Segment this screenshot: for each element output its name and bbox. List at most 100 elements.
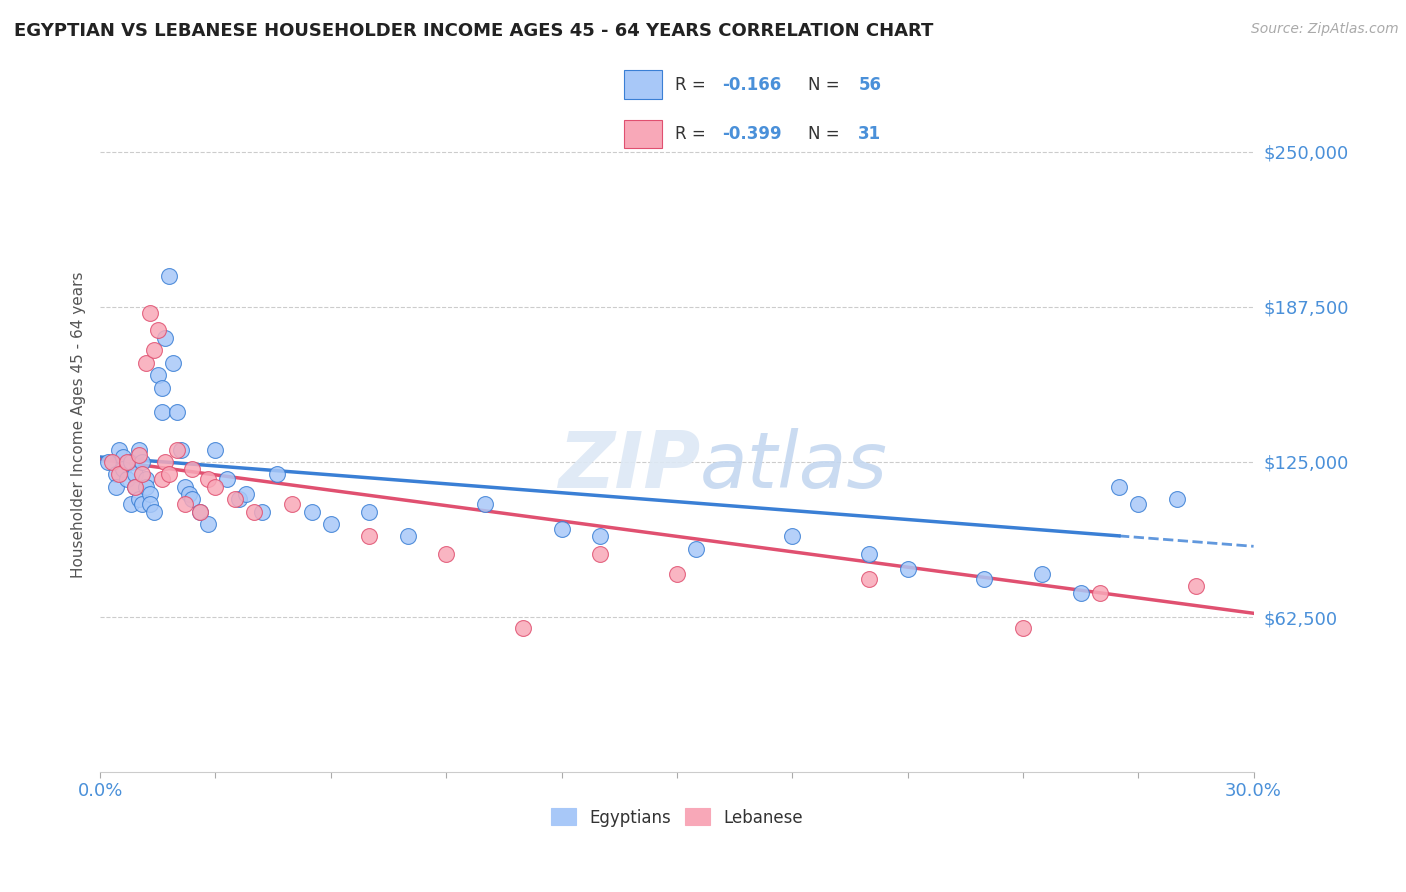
Point: [128, 448, 150, 462]
Point: [301, 505, 323, 519]
Point: [150, 472, 173, 486]
Point: [97, 455, 120, 469]
Point: [155, 331, 177, 345]
Point: [104, 480, 127, 494]
Point: [188, 505, 211, 519]
Point: [139, 497, 162, 511]
Point: [197, 472, 219, 486]
Point: [1070, 586, 1092, 600]
Point: [146, 323, 169, 337]
Point: [112, 462, 135, 476]
Point: [124, 480, 146, 494]
Text: Source: ZipAtlas.com: Source: ZipAtlas.com: [1251, 22, 1399, 37]
Point: [266, 467, 288, 482]
Point: [204, 442, 226, 457]
Point: [131, 497, 153, 511]
Point: [135, 472, 157, 486]
Point: [228, 492, 250, 507]
Point: [112, 450, 135, 464]
Text: -0.399: -0.399: [723, 125, 782, 143]
Point: [281, 497, 304, 511]
Point: [177, 487, 200, 501]
Point: [139, 306, 162, 320]
Text: N =: N =: [808, 125, 845, 143]
Point: [162, 356, 184, 370]
Point: [150, 380, 173, 394]
Text: N =: N =: [808, 76, 845, 94]
Point: [139, 487, 162, 501]
Point: [108, 442, 131, 457]
Point: [359, 529, 381, 543]
Point: [359, 505, 381, 519]
Text: 56: 56: [858, 76, 882, 94]
Point: [100, 455, 122, 469]
Point: [1031, 566, 1053, 581]
Bar: [624, 70, 662, 99]
Point: [173, 497, 195, 511]
Point: [973, 572, 995, 586]
Point: [166, 442, 188, 457]
Point: [589, 529, 612, 543]
Point: [128, 442, 150, 457]
Point: [1088, 586, 1111, 600]
Point: [150, 405, 173, 419]
Point: [512, 621, 534, 635]
Text: EGYPTIAN VS LEBANESE HOUSEHOLDER INCOME AGES 45 - 64 YEARS CORRELATION CHART: EGYPTIAN VS LEBANESE HOUSEHOLDER INCOME …: [14, 22, 934, 40]
Point: [131, 467, 153, 482]
Text: 31: 31: [858, 125, 882, 143]
Point: [319, 516, 342, 531]
Point: [434, 547, 457, 561]
Bar: [624, 120, 662, 148]
Point: [780, 529, 803, 543]
Text: R =: R =: [675, 76, 711, 94]
Point: [235, 487, 257, 501]
Point: [157, 467, 180, 482]
Point: [143, 343, 166, 358]
Point: [115, 455, 138, 469]
Point: [896, 561, 918, 575]
Point: [173, 480, 195, 494]
Text: ZIP: ZIP: [558, 428, 700, 504]
Point: [170, 442, 193, 457]
Point: [858, 547, 880, 561]
Text: atlas: atlas: [700, 428, 887, 504]
Point: [474, 497, 496, 511]
Point: [1012, 621, 1035, 635]
Point: [124, 467, 146, 482]
Point: [166, 405, 188, 419]
Point: [665, 566, 688, 581]
Point: [396, 529, 419, 543]
Point: [1128, 497, 1150, 511]
Point: [224, 492, 246, 507]
Point: [204, 480, 226, 494]
Point: [685, 541, 707, 556]
Point: [131, 455, 153, 469]
Point: [550, 522, 572, 536]
Point: [124, 480, 146, 494]
Point: [115, 472, 138, 486]
Point: [181, 492, 204, 507]
Point: [181, 462, 204, 476]
Point: [243, 505, 266, 519]
Point: [120, 455, 142, 469]
Point: [120, 497, 142, 511]
Point: [250, 505, 273, 519]
Point: [128, 492, 150, 507]
Point: [135, 356, 157, 370]
Point: [155, 455, 177, 469]
Point: [146, 368, 169, 383]
Text: R =: R =: [675, 125, 711, 143]
Point: [108, 467, 131, 482]
Point: [1185, 579, 1208, 593]
Point: [135, 480, 157, 494]
Point: [589, 547, 612, 561]
Point: [1166, 492, 1188, 507]
Point: [143, 505, 166, 519]
Y-axis label: Householder Income Ages 45 - 64 years: Householder Income Ages 45 - 64 years: [72, 271, 86, 578]
Point: [157, 268, 180, 283]
Point: [858, 572, 880, 586]
Legend: Egyptians, Lebanese: Egyptians, Lebanese: [544, 802, 810, 833]
Point: [197, 516, 219, 531]
Point: [215, 472, 238, 486]
Point: [104, 467, 127, 482]
